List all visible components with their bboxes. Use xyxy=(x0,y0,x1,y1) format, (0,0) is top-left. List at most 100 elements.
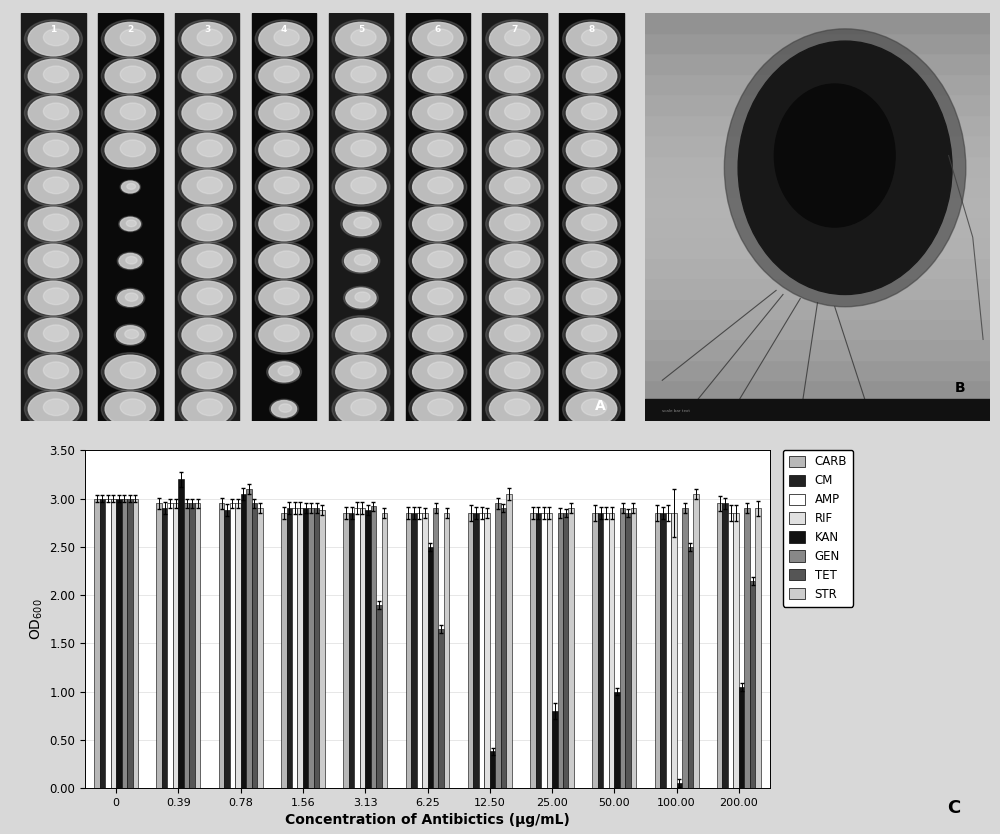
Circle shape xyxy=(120,140,145,157)
Bar xyxy=(287,508,292,788)
Bar xyxy=(297,508,303,788)
Circle shape xyxy=(279,404,292,412)
Circle shape xyxy=(581,103,607,120)
Circle shape xyxy=(428,140,453,157)
Circle shape xyxy=(120,66,145,83)
Bar xyxy=(252,504,257,788)
Bar xyxy=(167,504,173,788)
Circle shape xyxy=(505,103,530,120)
Bar xyxy=(558,513,563,788)
Circle shape xyxy=(197,288,222,304)
Circle shape xyxy=(566,319,617,352)
Bar xyxy=(645,401,990,421)
Bar xyxy=(438,629,444,788)
Circle shape xyxy=(428,288,453,304)
Circle shape xyxy=(566,281,617,314)
Circle shape xyxy=(197,325,222,342)
Circle shape xyxy=(126,220,136,227)
Circle shape xyxy=(409,93,467,133)
Bar xyxy=(671,513,677,788)
Text: 8: 8 xyxy=(588,25,595,33)
Circle shape xyxy=(105,23,155,56)
Circle shape xyxy=(490,96,540,130)
Text: 3: 3 xyxy=(204,25,210,33)
Circle shape xyxy=(259,281,309,314)
Bar xyxy=(750,580,755,788)
Bar xyxy=(360,508,365,788)
Circle shape xyxy=(581,66,607,83)
Circle shape xyxy=(490,281,540,314)
Bar xyxy=(365,510,371,788)
Circle shape xyxy=(563,316,621,354)
Circle shape xyxy=(428,177,453,193)
Circle shape xyxy=(274,103,299,120)
Circle shape xyxy=(182,133,232,167)
Circle shape xyxy=(342,249,380,274)
Circle shape xyxy=(490,59,540,93)
Bar xyxy=(563,513,568,788)
Circle shape xyxy=(197,177,222,193)
Bar xyxy=(495,504,501,788)
Circle shape xyxy=(413,208,463,241)
Bar xyxy=(127,499,133,788)
Circle shape xyxy=(486,316,544,354)
Circle shape xyxy=(581,214,607,231)
Bar xyxy=(559,13,624,421)
Bar xyxy=(620,508,625,788)
Bar xyxy=(376,605,382,788)
Circle shape xyxy=(505,288,530,304)
X-axis label: Concentration of Antibictics (μg/mL): Concentration of Antibictics (μg/mL) xyxy=(285,813,570,827)
Bar xyxy=(329,13,393,421)
Circle shape xyxy=(505,399,530,415)
Circle shape xyxy=(178,204,236,244)
Circle shape xyxy=(351,103,376,120)
Circle shape xyxy=(274,251,299,268)
Circle shape xyxy=(490,319,540,352)
Circle shape xyxy=(24,57,82,95)
Bar xyxy=(598,513,603,788)
Text: 7: 7 xyxy=(512,25,518,33)
Circle shape xyxy=(566,244,617,278)
Y-axis label: OD$_{600}$: OD$_{600}$ xyxy=(29,599,45,640)
Bar xyxy=(614,691,620,788)
Circle shape xyxy=(336,133,386,167)
Circle shape xyxy=(490,23,540,56)
Circle shape xyxy=(120,180,140,193)
Circle shape xyxy=(28,96,79,130)
Bar xyxy=(541,513,547,788)
Circle shape xyxy=(28,319,79,352)
Bar xyxy=(230,504,235,788)
Circle shape xyxy=(505,251,530,268)
Circle shape xyxy=(178,93,236,133)
Circle shape xyxy=(178,242,236,280)
Bar xyxy=(645,360,990,380)
Bar xyxy=(482,13,547,421)
Circle shape xyxy=(351,362,376,379)
Bar xyxy=(490,751,495,788)
Circle shape xyxy=(255,93,313,133)
Circle shape xyxy=(566,96,617,130)
Bar xyxy=(156,504,162,788)
Circle shape xyxy=(105,96,155,130)
Circle shape xyxy=(563,20,621,58)
Circle shape xyxy=(274,325,299,342)
Bar xyxy=(94,499,100,788)
Circle shape xyxy=(197,103,222,120)
Text: 4: 4 xyxy=(281,25,287,33)
Circle shape xyxy=(117,253,143,269)
Circle shape xyxy=(178,131,236,169)
Text: 6: 6 xyxy=(435,25,441,33)
Circle shape xyxy=(486,389,544,428)
Circle shape xyxy=(101,93,159,133)
Circle shape xyxy=(332,131,390,169)
Circle shape xyxy=(28,281,79,314)
Bar xyxy=(693,494,699,788)
Circle shape xyxy=(182,208,232,241)
Bar xyxy=(645,156,990,176)
Circle shape xyxy=(274,214,299,231)
Circle shape xyxy=(486,131,544,169)
Circle shape xyxy=(336,392,386,425)
Circle shape xyxy=(581,288,607,304)
Circle shape xyxy=(505,214,530,231)
Circle shape xyxy=(271,400,297,417)
